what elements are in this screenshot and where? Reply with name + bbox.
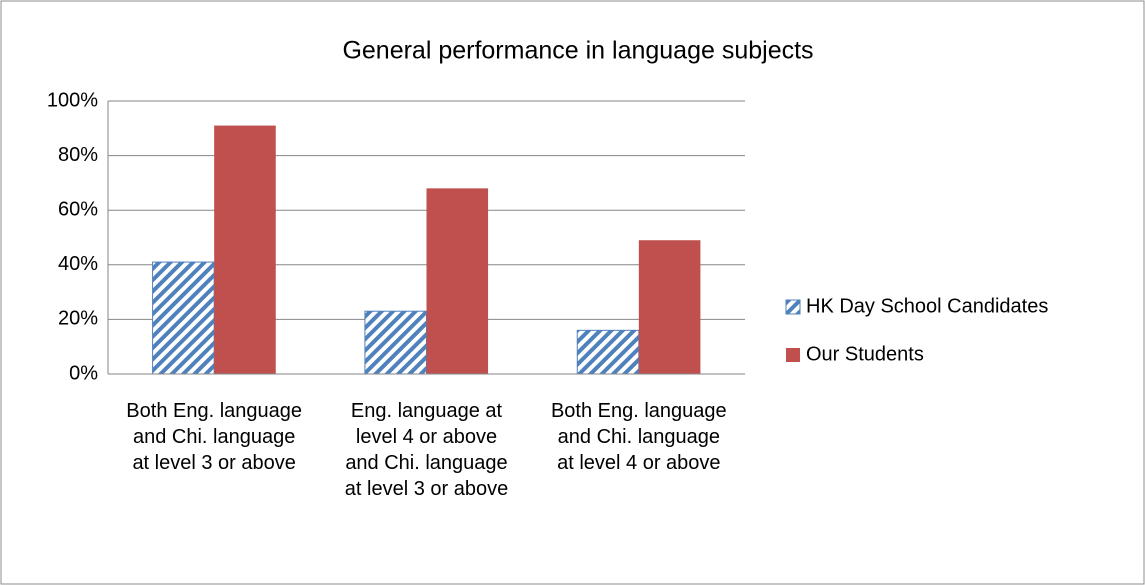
x-tick-label: Both Eng. language and Chi. language at …	[550, 400, 727, 474]
y-tick-label: 80%	[58, 144, 98, 166]
chart-title: General performance in language subjects	[342, 37, 813, 65]
bar	[638, 240, 701, 374]
legend-swatch	[785, 299, 801, 315]
legend-swatch	[786, 348, 800, 362]
bar	[364, 310, 428, 375]
y-tick-label: 40%	[58, 253, 98, 275]
bar	[426, 188, 489, 374]
y-tick-label: 0%	[69, 362, 98, 384]
y-tick-label: 60%	[58, 198, 98, 220]
bar	[576, 329, 640, 375]
legend-label: HK Day School Candidates	[806, 295, 1048, 317]
y-tick-label: 100%	[47, 89, 98, 111]
y-tick-label: 20%	[58, 308, 98, 330]
bar	[152, 261, 215, 375]
x-tick-label: Eng. language at level 4 or above and Ch…	[344, 400, 509, 500]
x-tick-label: Both Eng. language and Chi. language at …	[126, 400, 302, 474]
bar	[214, 125, 276, 374]
legend-label: Our Students	[806, 343, 924, 365]
